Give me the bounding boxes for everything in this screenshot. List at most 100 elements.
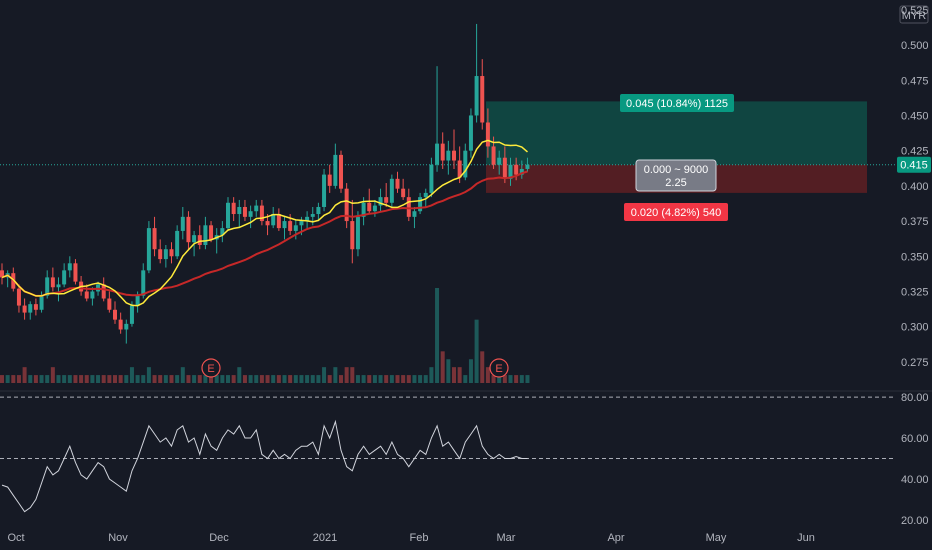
- candle: [22, 298, 27, 320]
- time-tick-label: May: [706, 532, 727, 544]
- rsi-tick-label: 20.00: [901, 515, 929, 527]
- candle: [406, 188, 411, 222]
- volume-bar: [305, 375, 310, 383]
- volume-bar: [288, 375, 293, 383]
- candle: [56, 277, 61, 302]
- earnings-marker[interactable]: E: [201, 358, 221, 378]
- candle: [0, 263, 4, 285]
- volume-bar: [169, 375, 174, 383]
- volume-bar: [316, 375, 321, 383]
- current-price-bg: [897, 156, 931, 173]
- time-tick-label: Dec: [209, 532, 229, 544]
- candle-body: [333, 154, 338, 186]
- volume-bar: [226, 375, 230, 383]
- candle-body: [226, 202, 230, 229]
- candle-body: [508, 164, 513, 179]
- candle: [282, 216, 287, 240]
- candle: [412, 206, 417, 229]
- volume-bar: [446, 359, 451, 383]
- volume-bar: [355, 375, 360, 383]
- price-tick-label: 0.475: [901, 75, 929, 87]
- long-position-tool[interactable]: [0, 101, 895, 193]
- volume-bar: [435, 288, 440, 383]
- volume-bar: [282, 375, 287, 383]
- candle-body: [242, 206, 247, 217]
- profit-label: 0.045 (10.84%) 1125: [620, 94, 734, 112]
- volume-bar: [463, 375, 468, 383]
- volume-bar: [423, 375, 428, 383]
- rsi-tick-label: 40.00: [901, 474, 929, 486]
- earnings-marker[interactable]: E: [489, 358, 509, 378]
- candle-body: [113, 309, 117, 320]
- candle: [316, 202, 321, 222]
- volume-bar: [163, 375, 168, 383]
- volume-bar: [299, 375, 304, 383]
- candle-body: [158, 249, 163, 260]
- candle: [67, 256, 72, 278]
- earnings-letter: E: [495, 363, 502, 375]
- volume-bar: [146, 367, 151, 383]
- price-tick-label: 0.350: [901, 251, 929, 263]
- volume-bars: [0, 288, 530, 383]
- volume-bar: [350, 367, 355, 383]
- candle: [463, 143, 468, 181]
- candle-body: [457, 160, 462, 178]
- volume-bar: [339, 375, 343, 383]
- volume-bar: [192, 375, 197, 383]
- candle-body: [418, 197, 423, 212]
- volume-bar: [73, 375, 78, 383]
- candle-body: [401, 188, 406, 198]
- volume-bar: [96, 375, 101, 383]
- candle-body: [322, 174, 327, 207]
- center-label-bg: [635, 159, 717, 192]
- candle: [384, 183, 389, 207]
- candle: [435, 66, 440, 172]
- volume-bar: [480, 351, 485, 383]
- candle-body: [124, 323, 129, 330]
- candle: [271, 206, 276, 229]
- candle-body: [502, 157, 507, 179]
- candle-body: [175, 230, 180, 257]
- volume-bar: [468, 359, 473, 383]
- candle-body: [107, 298, 112, 310]
- candle-body: [231, 202, 236, 215]
- volume-bar: [237, 367, 242, 383]
- candle-body: [203, 225, 208, 246]
- currency-box-border: [899, 5, 929, 24]
- candle: [186, 211, 191, 250]
- candle: [231, 197, 236, 222]
- volume-bar: [508, 375, 513, 383]
- candle-body: [276, 214, 281, 229]
- volume-bar: [101, 375, 106, 383]
- candle: [355, 211, 360, 257]
- candle: [175, 225, 180, 260]
- candle-body: [406, 197, 411, 217]
- volume-bar: [214, 375, 219, 383]
- volume-bar: [16, 375, 21, 383]
- candle-body: [141, 270, 146, 296]
- volume-bar: [401, 375, 406, 383]
- volume-bar: [265, 375, 270, 383]
- volume-bar: [113, 375, 117, 383]
- volume-bar: [180, 367, 185, 383]
- volume-bar: [231, 375, 236, 383]
- slow-moving-average-line: [1, 170, 528, 297]
- candle-body: [514, 164, 519, 175]
- volume-bar: [429, 367, 434, 383]
- earnings-circle: [489, 358, 509, 378]
- candle-body: [491, 146, 496, 165]
- candle-body: [440, 143, 445, 161]
- volume-bar: [254, 375, 259, 383]
- volume-bar: [406, 375, 411, 383]
- volume-bar: [497, 375, 502, 383]
- candle: [118, 312, 123, 334]
- candle: [519, 160, 524, 179]
- volume-bar: [412, 375, 417, 383]
- candle-body: [350, 221, 355, 250]
- candle: [508, 157, 513, 186]
- volume-bar: [124, 375, 129, 383]
- volume-bar: [0, 375, 4, 383]
- candle-body: [84, 291, 89, 299]
